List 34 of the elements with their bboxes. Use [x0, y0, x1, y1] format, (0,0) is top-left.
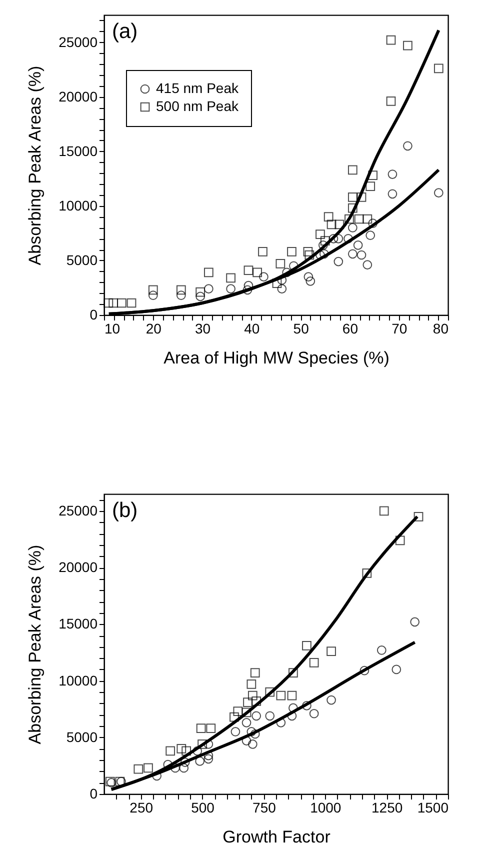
x-tick-label: 80 [432, 320, 449, 336]
y-tick-label: 0 [90, 786, 98, 802]
y-tick-label: 5000 [66, 252, 98, 268]
legend-label: 500 nm Peak [156, 98, 240, 114]
x-tick-label: 20 [146, 320, 162, 336]
x-tick-label: 750 [252, 800, 276, 816]
y-tick-label: 5000 [66, 728, 98, 745]
x-axis-title: Area of High MW Species (%) [164, 348, 390, 368]
y-axis-title: Absorbing Peak Areas (%) [26, 544, 45, 744]
y-axis-title: Absorbing Peak Areas (%) [26, 66, 45, 266]
y-tick-label: 20000 [58, 559, 98, 576]
y-tick-label: 25000 [58, 34, 98, 50]
annotation: (a) [112, 20, 138, 43]
y-tick-label: 20000 [58, 88, 98, 104]
x-tick-label: 60 [342, 320, 358, 336]
x-tick-label: 1250 [371, 800, 403, 816]
y-tick-label: 10000 [58, 672, 98, 688]
annotation: (b) [112, 499, 138, 522]
x-axis-title: Growth Factor [222, 828, 331, 846]
y-tick-label: 0 [90, 306, 98, 322]
x-tick-label: 1000 [310, 800, 342, 816]
x-tick-label: 40 [244, 320, 260, 336]
y-tick-label: 10000 [58, 197, 98, 214]
y-tick-label: 15000 [58, 616, 98, 632]
x-tick-label: 250 [130, 800, 154, 816]
x-tick-label: 10 [104, 320, 120, 336]
y-tick-label: 15000 [58, 142, 98, 159]
legend-label: 415 nm Peak [156, 80, 240, 96]
y-tick-label: 25000 [58, 502, 98, 518]
x-tick-label: 1500 [417, 800, 449, 816]
x-tick-label: 50 [293, 320, 310, 336]
x-tick-label: 500 [191, 800, 215, 816]
x-tick-label: 30 [194, 320, 211, 336]
x-tick-label: 70 [392, 320, 408, 336]
